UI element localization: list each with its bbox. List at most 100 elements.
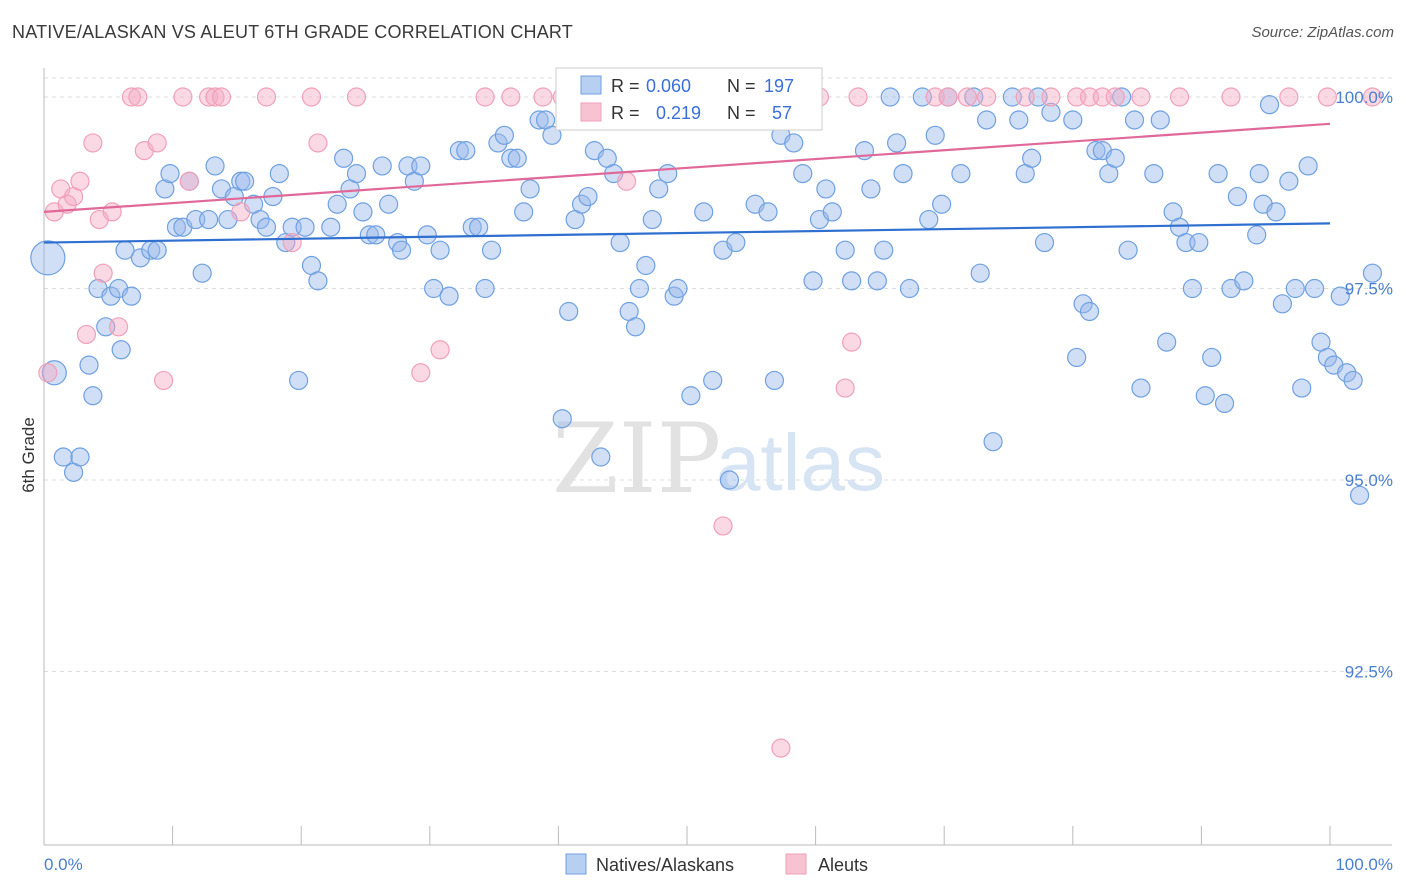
point-aleuts [93, 263, 113, 283]
point-natives [155, 179, 175, 199]
n-label-natives: N = [727, 76, 756, 96]
point-natives [514, 202, 534, 222]
point-aleuts [835, 378, 855, 398]
point-aleuts [128, 87, 148, 107]
point-natives [861, 179, 881, 199]
point-natives [475, 278, 495, 299]
point-aleuts [713, 516, 733, 536]
point-natives [334, 148, 354, 168]
point-aleuts [938, 87, 958, 107]
point-aleuts [205, 87, 225, 107]
point-natives [481, 240, 502, 260]
n-value-natives: 197 [764, 76, 794, 96]
points-aleuts [38, 87, 1383, 758]
point-natives [822, 202, 842, 222]
point-natives [1279, 171, 1299, 191]
point-natives [559, 301, 579, 322]
watermark-zip: ZIP [552, 403, 721, 515]
point-natives [610, 232, 630, 253]
point-aleuts [70, 171, 90, 191]
point-natives [1105, 148, 1125, 168]
point-natives [1234, 271, 1254, 291]
point-aleuts [411, 363, 431, 383]
point-natives [1195, 386, 1215, 406]
point-natives [1259, 95, 1280, 115]
point-natives [235, 171, 255, 191]
y-tick-label: 95.0% [1345, 471, 1393, 490]
point-natives [764, 370, 785, 391]
bottom-legend: Natives/Alaskans Aleuts [565, 853, 868, 875]
x-tick-labels: 0.0% 100.0% [44, 855, 1393, 874]
point-aleuts [153, 370, 174, 391]
point-natives [327, 194, 347, 214]
point-natives [449, 141, 469, 161]
point-natives [488, 133, 508, 153]
point-natives [83, 386, 103, 406]
legend-swatch-natives [580, 75, 602, 95]
point-natives [629, 278, 650, 299]
point-natives [250, 209, 270, 230]
point-natives [1131, 378, 1151, 398]
bottom-legend-swatch-aleuts [785, 853, 807, 875]
point-natives [295, 217, 315, 237]
point-natives [1285, 278, 1305, 299]
point-natives [111, 340, 131, 360]
point-aleuts [121, 87, 142, 107]
point-aleuts [957, 87, 977, 107]
stats-legend-box: R = 0.060 N = 197 R = 0.219 N = 57 [555, 67, 823, 131]
point-natives [494, 125, 514, 145]
point-natives [70, 447, 90, 467]
point-natives [816, 179, 836, 199]
point-natives [1182, 278, 1202, 299]
point-aleuts [430, 340, 450, 360]
point-aleuts [1317, 87, 1338, 107]
point-natives [1249, 164, 1269, 184]
point-natives [199, 209, 219, 230]
point-aleuts [848, 87, 868, 107]
point-natives [79, 355, 99, 375]
point-natives [1034, 232, 1055, 253]
point-natives [726, 232, 746, 253]
point-natives [625, 317, 646, 337]
trend-lines [43, 122, 1331, 244]
point-natives [571, 194, 592, 214]
point-natives [925, 125, 945, 145]
point-aleuts [102, 202, 122, 222]
point-aleuts [76, 324, 97, 345]
point-natives [269, 164, 289, 184]
point-natives [372, 156, 392, 176]
point-natives [1189, 232, 1209, 253]
point-natives [430, 240, 450, 260]
point-natives [501, 148, 521, 168]
point-natives [308, 271, 328, 291]
point-natives [893, 164, 913, 184]
point-natives [970, 263, 990, 283]
n-value-aleuts: 57 [772, 103, 792, 123]
point-natives [1124, 110, 1145, 130]
point-natives [887, 133, 907, 153]
x-tick-label-max: 100.0% [1335, 855, 1393, 874]
point-aleuts [211, 87, 232, 107]
point-natives [1304, 278, 1325, 299]
point-aleuts [1131, 87, 1151, 107]
point-natives [256, 217, 277, 237]
point-aleuts [282, 232, 302, 253]
point-aleuts [179, 171, 199, 191]
point-aleuts [256, 87, 277, 107]
point-natives [1247, 225, 1267, 245]
point-aleuts [842, 332, 862, 352]
point-natives [1118, 240, 1138, 260]
point-natives [1112, 87, 1132, 107]
point-natives [983, 432, 1003, 452]
point-natives [552, 409, 572, 429]
point-aleuts [533, 87, 553, 107]
point-natives [469, 217, 489, 237]
point-natives [439, 286, 459, 306]
point-natives [417, 225, 437, 245]
point-natives [919, 209, 939, 230]
point-aleuts [1279, 87, 1299, 107]
point-aleuts [346, 87, 367, 107]
point-natives [101, 286, 121, 306]
point-natives [1202, 347, 1222, 368]
point-aleuts [1041, 87, 1061, 107]
